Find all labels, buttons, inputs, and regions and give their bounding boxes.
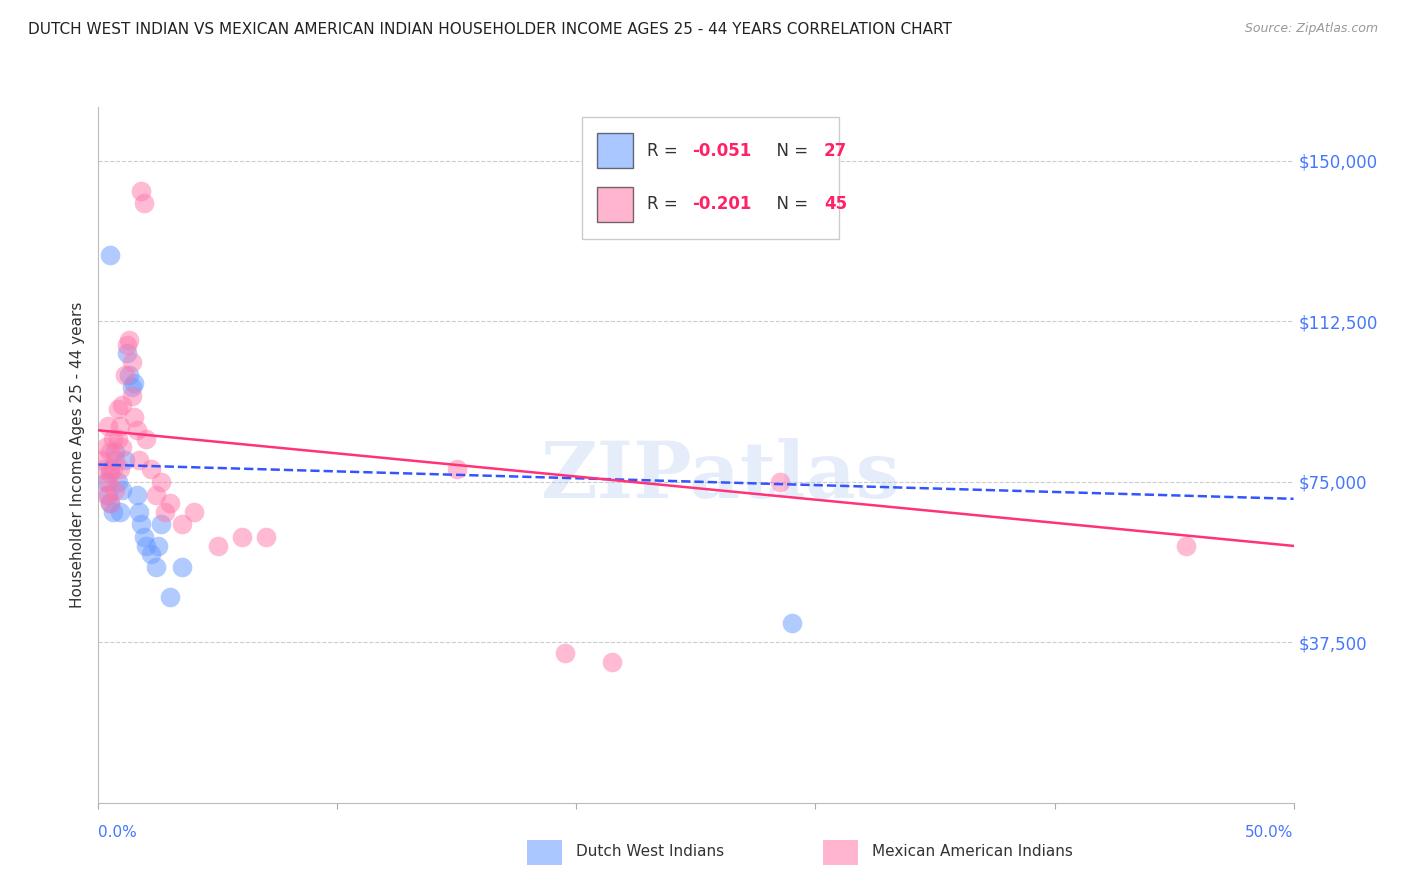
Text: DUTCH WEST INDIAN VS MEXICAN AMERICAN INDIAN HOUSEHOLDER INCOME AGES 25 - 44 YEA: DUTCH WEST INDIAN VS MEXICAN AMERICAN IN… [28,22,952,37]
Point [149,517,172,532]
Point [1175,539,1198,553]
Point [104,453,127,467]
Point [159,591,181,605]
Point [131,517,153,532]
Point [101,432,124,446]
Text: Dutch West Indians: Dutch West Indians [576,845,724,859]
Point [131,184,153,198]
Point [118,334,141,348]
Point [98,466,122,480]
Text: N =: N = [766,142,814,160]
Point [94,487,117,501]
Point [115,346,138,360]
Point [104,483,127,498]
Point [132,530,155,544]
Point [90,453,112,467]
Point [97,487,120,501]
Point [114,453,136,467]
Point [97,475,120,489]
Point [172,517,194,532]
Point [124,410,146,425]
Text: 0.0%: 0.0% [98,825,138,840]
Point [159,496,181,510]
Point [94,475,117,489]
Text: ZIPatlas: ZIPatlas [540,438,900,514]
Point [98,496,122,510]
Point [139,462,162,476]
Point [149,475,172,489]
Point [780,615,803,630]
Point [101,505,124,519]
Text: Mexican American Indians: Mexican American Indians [872,845,1073,859]
Point [107,475,129,489]
Point [124,376,146,391]
Point [121,380,143,394]
Point [101,462,124,476]
Point [768,475,790,489]
Point [135,432,157,446]
Text: 27: 27 [824,142,846,160]
Point [125,423,148,437]
Point [207,539,229,553]
Point [94,441,117,455]
Point [155,505,177,519]
Point [172,560,194,574]
Point [114,368,136,382]
Point [108,505,131,519]
Y-axis label: Householder Income Ages 25 - 44 years: Householder Income Ages 25 - 44 years [70,301,86,608]
Text: 45: 45 [824,195,846,213]
Point [128,453,150,467]
Point [98,496,122,510]
Point [128,505,150,519]
Point [111,441,134,455]
Point [145,560,167,574]
Point [121,389,143,403]
Point [118,368,141,382]
Text: N =: N = [766,195,814,213]
Text: 50.0%: 50.0% [1246,825,1294,840]
Point [254,530,277,544]
Point [121,355,143,369]
Point [98,444,122,458]
Point [145,487,167,501]
FancyBboxPatch shape [596,134,633,169]
Point [183,505,205,519]
Point [97,419,120,434]
Point [132,196,155,211]
Point [108,419,131,434]
Text: Source: ZipAtlas.com: Source: ZipAtlas.com [1244,22,1378,36]
Point [107,401,129,416]
Point [91,462,114,476]
Point [135,539,157,553]
Point [111,483,134,498]
Point [139,548,162,562]
Point [148,539,170,553]
Point [111,398,134,412]
Point [602,655,624,669]
Text: -0.201: -0.201 [692,195,752,213]
Point [108,462,131,476]
Point [554,646,576,660]
Point [98,248,122,262]
Point [115,337,138,351]
Text: R =: R = [647,142,683,160]
Point [107,432,129,446]
Point [446,462,468,476]
Point [98,462,122,476]
Point [125,487,148,501]
FancyBboxPatch shape [582,118,839,239]
Point [231,530,253,544]
Text: R =: R = [647,195,683,213]
Text: -0.051: -0.051 [692,142,752,160]
FancyBboxPatch shape [596,187,633,222]
Point [104,444,127,458]
